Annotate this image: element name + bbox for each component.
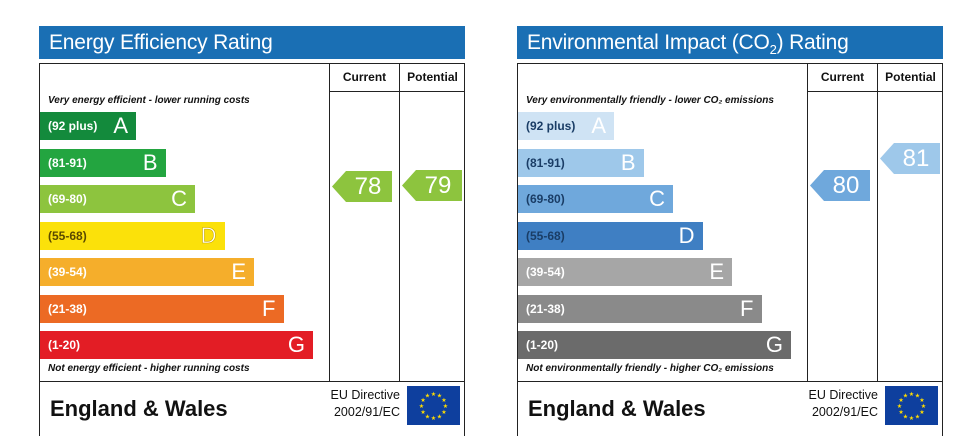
band-letter: G xyxy=(765,332,783,357)
eu-flag-icon: ★ ★ ★ ★ ★ ★ ★ ★ ★ ★ ★ ★ xyxy=(407,386,460,425)
band-range-label: (21-38) xyxy=(526,301,565,316)
band-range-label: (92 plus) xyxy=(526,119,576,133)
band-letter: D xyxy=(678,222,695,248)
eu-star-icon: ★ xyxy=(903,413,908,420)
rating-band-e: (39-54) E xyxy=(518,258,732,286)
rating-band-b: (81-91) B xyxy=(518,148,644,177)
band-range-label: (55-68) xyxy=(526,228,565,243)
bottom-caption: Not environmentally friendly - higher CO… xyxy=(526,363,774,374)
eu-directive-label: EU Directive 2002/91/EC xyxy=(796,387,878,421)
band-letter: F xyxy=(740,295,754,321)
eu-star-icon: ★ xyxy=(437,413,442,420)
eu-star-icon: ★ xyxy=(898,397,903,404)
rating-band-f: (21-38) F xyxy=(518,294,762,323)
band-range-label: (92 plus) xyxy=(48,119,98,133)
rating-band-c: (69-80) C xyxy=(40,185,195,213)
current-rating-arrow: 78 xyxy=(332,171,392,203)
band-letter: E xyxy=(709,259,724,284)
eu-star-icon: ★ xyxy=(915,393,920,400)
potential-column-header: Potential xyxy=(407,70,458,84)
band-range-label: (1-20) xyxy=(48,338,81,352)
eu-star-icon: ★ xyxy=(897,403,902,410)
potential-rating-value: 79 xyxy=(424,172,452,200)
potential-column-header: Potential xyxy=(885,70,936,84)
top-caption: Very energy efficient - lower running co… xyxy=(48,95,250,106)
top-caption: Very environmentally friendly - lower CO… xyxy=(526,95,774,106)
potential-rating-arrow: 79 xyxy=(402,170,462,202)
directive-line-2: 2002/91/EC xyxy=(333,405,400,419)
eu-star-icon: ★ xyxy=(441,397,446,404)
band-letter: F xyxy=(262,295,276,321)
band-letter: C xyxy=(649,186,665,211)
current-column-header: Current xyxy=(342,70,387,84)
environmental-rating-panel: Environmental Impact (CO2) Rating Curren… xyxy=(517,26,943,436)
band-range-label: (81-91) xyxy=(48,155,87,170)
eu-star-icon: ★ xyxy=(420,409,425,416)
eu-star-icon: ★ xyxy=(431,391,436,398)
band-range-label: (55-68) xyxy=(48,228,87,243)
potential-rating-value: 81 xyxy=(902,145,930,172)
directive-line-2: 2002/91/EC xyxy=(811,405,878,419)
directive-line-1: EU Directive xyxy=(808,388,878,402)
eu-star-icon: ★ xyxy=(441,409,446,416)
potential-rating-arrow: 81 xyxy=(880,143,940,174)
rating-band-d: (55-68) D xyxy=(518,221,703,250)
band-letter: C xyxy=(171,186,187,211)
eu-star-icon: ★ xyxy=(903,393,908,400)
rating-band-d: (55-68) D xyxy=(40,221,225,250)
eu-star-icon: ★ xyxy=(915,413,920,420)
rating-band-c: (69-80) C xyxy=(518,185,673,213)
rating-band-f: (21-38) F xyxy=(40,294,284,323)
band-range-label: (81-91) xyxy=(526,155,565,170)
current-rating-value: 80 xyxy=(832,171,860,199)
band-range-label: (69-80) xyxy=(526,192,565,206)
eu-star-icon: ★ xyxy=(431,415,436,422)
eu-star-icon: ★ xyxy=(425,413,430,420)
eu-star-icon: ★ xyxy=(909,415,914,422)
eu-star-icon: ★ xyxy=(898,409,903,416)
current-rating-value: 78 xyxy=(354,173,382,201)
eu-star-icon: ★ xyxy=(443,403,448,410)
eu-star-icon: ★ xyxy=(921,403,926,410)
environmental-rating-table: Current Potential Very environmentally f… xyxy=(517,63,943,436)
band-letter: A xyxy=(591,113,606,138)
energy-rating-table: Current Potential Very energy efficient … xyxy=(39,63,465,436)
rating-band-g: (1-20) G xyxy=(40,331,313,359)
energy-panel-title: Energy Efficiency Rating xyxy=(39,26,465,59)
eu-star-icon: ★ xyxy=(419,403,424,410)
band-letter: B xyxy=(142,149,158,175)
band-range-label: (39-54) xyxy=(48,265,87,279)
band-range-label: (21-38) xyxy=(48,301,87,316)
band-range-label: (69-80) xyxy=(48,192,87,206)
band-letter: G xyxy=(287,332,305,357)
current-rating-arrow: 80 xyxy=(810,169,870,201)
rating-band-e: (39-54) E xyxy=(40,258,254,286)
band-range-label: (1-20) xyxy=(526,338,559,352)
eu-flag-icon: ★ ★ ★ ★ ★ ★ ★ ★ ★ ★ ★ ★ xyxy=(885,386,938,425)
band-letter: B xyxy=(620,149,636,175)
band-letter: A xyxy=(113,113,128,138)
energy-rating-panel: Energy Efficiency Rating Current Potenti… xyxy=(39,26,465,436)
region-label: England & Wales xyxy=(528,396,706,421)
eu-star-icon: ★ xyxy=(420,397,425,404)
rating-band-g: (1-20) G xyxy=(518,331,791,359)
rating-band-b: (81-91) B xyxy=(40,148,166,177)
current-column-header: Current xyxy=(820,70,865,84)
rating-band-a: (92 plus) A xyxy=(40,112,136,140)
directive-line-1: EU Directive xyxy=(330,388,400,402)
band-letter: D xyxy=(200,222,217,248)
region-label: England & Wales xyxy=(50,396,228,421)
bottom-caption: Not energy efficient - higher running co… xyxy=(48,363,250,374)
band-letter: E xyxy=(231,259,246,284)
eu-star-icon: ★ xyxy=(919,397,924,404)
rating-band-a: (92 plus) A xyxy=(518,112,614,140)
band-range-label: (39-54) xyxy=(526,265,565,279)
environmental-panel-title: Environmental Impact (CO2) Rating xyxy=(517,26,943,59)
eu-star-icon: ★ xyxy=(437,393,442,400)
eu-directive-label: EU Directive 2002/91/EC xyxy=(318,387,400,421)
eu-star-icon: ★ xyxy=(909,391,914,398)
eu-star-icon: ★ xyxy=(425,393,430,400)
eu-star-icon: ★ xyxy=(919,409,924,416)
